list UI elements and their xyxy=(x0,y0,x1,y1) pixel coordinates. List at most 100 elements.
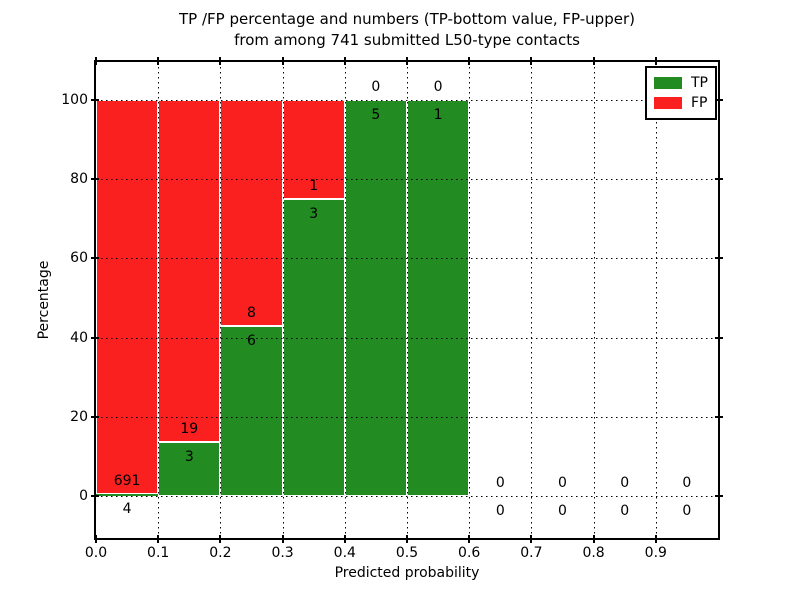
v-gridline xyxy=(220,62,222,538)
x-tick-label: 0.2 xyxy=(209,545,232,561)
fp-count-label: 0 xyxy=(558,475,567,492)
legend-item-fp: FP xyxy=(654,93,708,113)
v-gridline xyxy=(531,62,533,538)
y-tick-mark xyxy=(91,336,99,339)
fp-count-label: 0 xyxy=(682,475,692,492)
y-tick-mark xyxy=(91,495,99,498)
fp-legend-swatch-icon xyxy=(654,97,682,109)
fp-count-label: 0 xyxy=(433,78,443,95)
tp-bar-segment xyxy=(407,99,470,497)
fp-count-label: 0 xyxy=(495,475,505,492)
x-tick-mark xyxy=(592,535,595,543)
x-tick-label: 0.3 xyxy=(271,545,294,561)
y-tick-mark xyxy=(91,257,99,260)
x-tick-label: 0.0 xyxy=(84,545,108,561)
legend-label-tp: TP xyxy=(691,75,708,91)
tp-count-label: 5 xyxy=(371,106,381,123)
v-gridline xyxy=(282,62,284,538)
tp-count-label: 3 xyxy=(309,205,319,222)
y-tick-mark xyxy=(715,178,723,181)
tp-bar-segment xyxy=(96,494,159,497)
tp-bar-segment xyxy=(282,198,345,497)
x-tick-mark xyxy=(468,57,471,65)
tp-count-label: 0 xyxy=(558,503,567,520)
y-axis-label: Percentage xyxy=(36,260,52,340)
v-gridline xyxy=(344,62,346,538)
chart-title-line1: TP /FP percentage and numbers (TP-bottom… xyxy=(179,10,635,28)
x-tick-label: 0.7 xyxy=(520,545,543,561)
y-tick-mark xyxy=(91,178,99,181)
x-tick-mark xyxy=(406,535,408,543)
tp-bar-segment xyxy=(220,326,283,497)
y-tick-mark xyxy=(715,257,723,260)
fp-count-label: 1 xyxy=(309,177,319,194)
fp-bar-segment xyxy=(158,99,221,443)
x-tick-mark xyxy=(592,57,595,65)
tp-count-label: 4 xyxy=(122,501,132,518)
x-tick-mark xyxy=(157,535,160,543)
fp-bar-segment xyxy=(96,99,159,495)
tp-count-label: 6 xyxy=(247,333,256,350)
tp-count-label: 0 xyxy=(682,503,692,520)
v-gridline xyxy=(158,62,160,538)
y-tick-mark xyxy=(715,495,723,498)
fp-bar-segment xyxy=(282,99,345,199)
tp-legend-swatch-icon xyxy=(654,77,682,89)
tp-count-label: 1 xyxy=(433,106,443,123)
tp-count-label: 0 xyxy=(620,503,630,520)
legend: TP FP xyxy=(645,66,717,120)
x-axis-label: Predicted probability xyxy=(334,565,480,581)
x-tick-label: 0.4 xyxy=(333,545,356,561)
y-tick-label: 60 xyxy=(70,250,88,267)
y-tick-mark xyxy=(715,336,723,339)
tp-count-label: 0 xyxy=(495,503,505,520)
chart-title-line2: from among 741 submitted L50-type contac… xyxy=(234,31,580,49)
legend-label-fp: FP xyxy=(691,95,708,111)
y-tick-label: 0 xyxy=(79,488,88,505)
x-tick-mark xyxy=(95,535,97,543)
fp-count-label: 0 xyxy=(620,475,630,492)
y-tick-mark xyxy=(91,98,99,101)
fp-count-label: 0 xyxy=(371,78,381,95)
x-tick-mark xyxy=(654,535,657,543)
v-gridline xyxy=(407,62,408,538)
x-tick-mark xyxy=(343,535,346,543)
chart-title: TP /FP percentage and numbers (TP-bottom… xyxy=(0,9,800,51)
y-tick-mark xyxy=(715,416,723,419)
v-gridline xyxy=(593,62,595,538)
x-tick-mark xyxy=(219,535,222,543)
y-tick-label: 80 xyxy=(70,171,88,188)
x-tick-mark xyxy=(281,535,284,543)
x-tick-mark xyxy=(95,57,97,65)
x-tick-mark xyxy=(219,57,222,65)
v-gridline xyxy=(469,62,471,538)
tp-count-label: 3 xyxy=(184,449,194,466)
x-tick-mark xyxy=(157,57,160,65)
tp-bar-segment xyxy=(344,99,407,497)
x-tick-mark xyxy=(281,57,284,65)
x-tick-mark xyxy=(343,57,346,65)
x-tick-label: 0.1 xyxy=(147,545,170,561)
fp-count-label: 8 xyxy=(247,305,256,322)
x-tick-mark xyxy=(654,57,657,65)
y-tick-label: 20 xyxy=(70,409,88,426)
y-tick-mark xyxy=(715,98,723,101)
x-tick-label: 0.8 xyxy=(582,545,605,561)
legend-item-tp: TP xyxy=(654,73,708,93)
x-tick-mark xyxy=(468,535,471,543)
fp-count-label: 19 xyxy=(180,421,199,438)
fp-count-label: 691 xyxy=(113,473,141,490)
y-tick-mark xyxy=(91,416,99,419)
fp-bar-segment xyxy=(220,99,283,327)
plot-area: 691 4 19 3 8 6 1 3 0 5 0 1 0 0 0 0 0 0 0 0 xyxy=(94,60,720,540)
x-tick-mark xyxy=(406,57,408,65)
x-tick-mark xyxy=(530,535,533,543)
y-tick-label: 40 xyxy=(70,329,88,346)
x-tick-label: 0.6 xyxy=(458,545,481,561)
y-tick-label: 100 xyxy=(61,91,88,108)
v-gridline xyxy=(655,62,657,538)
x-tick-label: 0.5 xyxy=(395,545,419,561)
x-tick-mark xyxy=(530,57,533,65)
x-tick-label: 0.9 xyxy=(644,545,667,561)
